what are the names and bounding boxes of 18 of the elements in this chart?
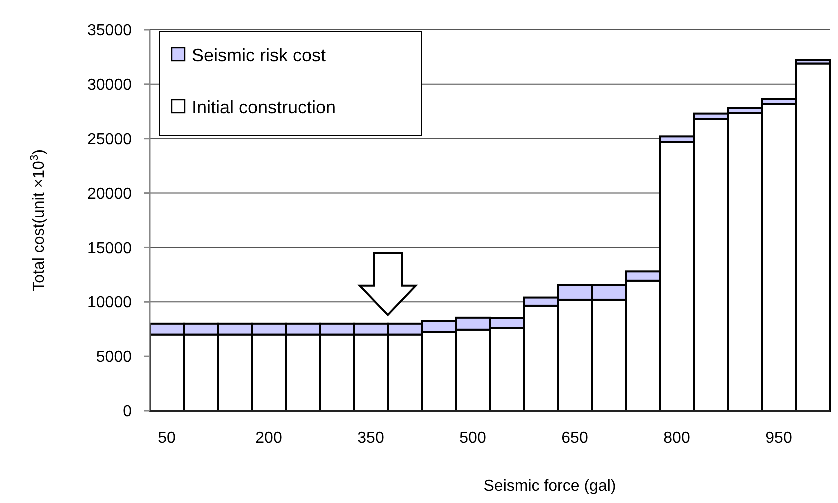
y-tick-label: 25000 xyxy=(88,131,132,148)
y-tick-label: 10000 xyxy=(88,294,132,312)
x-axis-title: Seismic force (gal) xyxy=(484,478,616,495)
y-tick-label: 30000 xyxy=(88,77,132,94)
x-tick-label: 500 xyxy=(460,430,486,447)
y-tick-label: 5000 xyxy=(96,349,132,366)
x-tick-label: 650 xyxy=(562,430,588,447)
legend-label: Initial construction xyxy=(192,97,336,118)
y-tick-label: 15000 xyxy=(88,240,132,258)
y-tick-label: 35000 xyxy=(88,22,132,40)
x-tick-label: 200 xyxy=(256,430,282,447)
x-tick-label: 50 xyxy=(158,430,176,447)
y-tick-label: 0 xyxy=(123,404,132,421)
y-tick-label: 20000 xyxy=(88,186,132,203)
legend-label: Seismic risk cost xyxy=(192,45,326,66)
x-tick-label: 950 xyxy=(766,430,792,447)
x-tick-label: 800 xyxy=(664,430,690,447)
x-tick-label: 350 xyxy=(358,430,384,447)
